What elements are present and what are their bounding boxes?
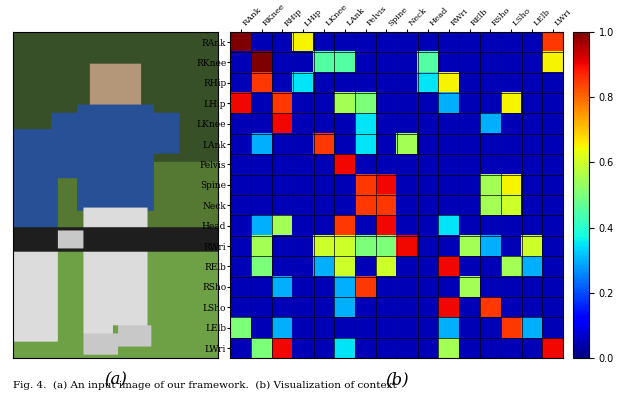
Text: (b): (b) <box>385 371 408 388</box>
Text: (a): (a) <box>104 371 127 388</box>
Text: Fig. 4.  (a) An input image of our framework.  (b) Visualization of context: Fig. 4. (a) An input image of our framew… <box>13 381 397 390</box>
